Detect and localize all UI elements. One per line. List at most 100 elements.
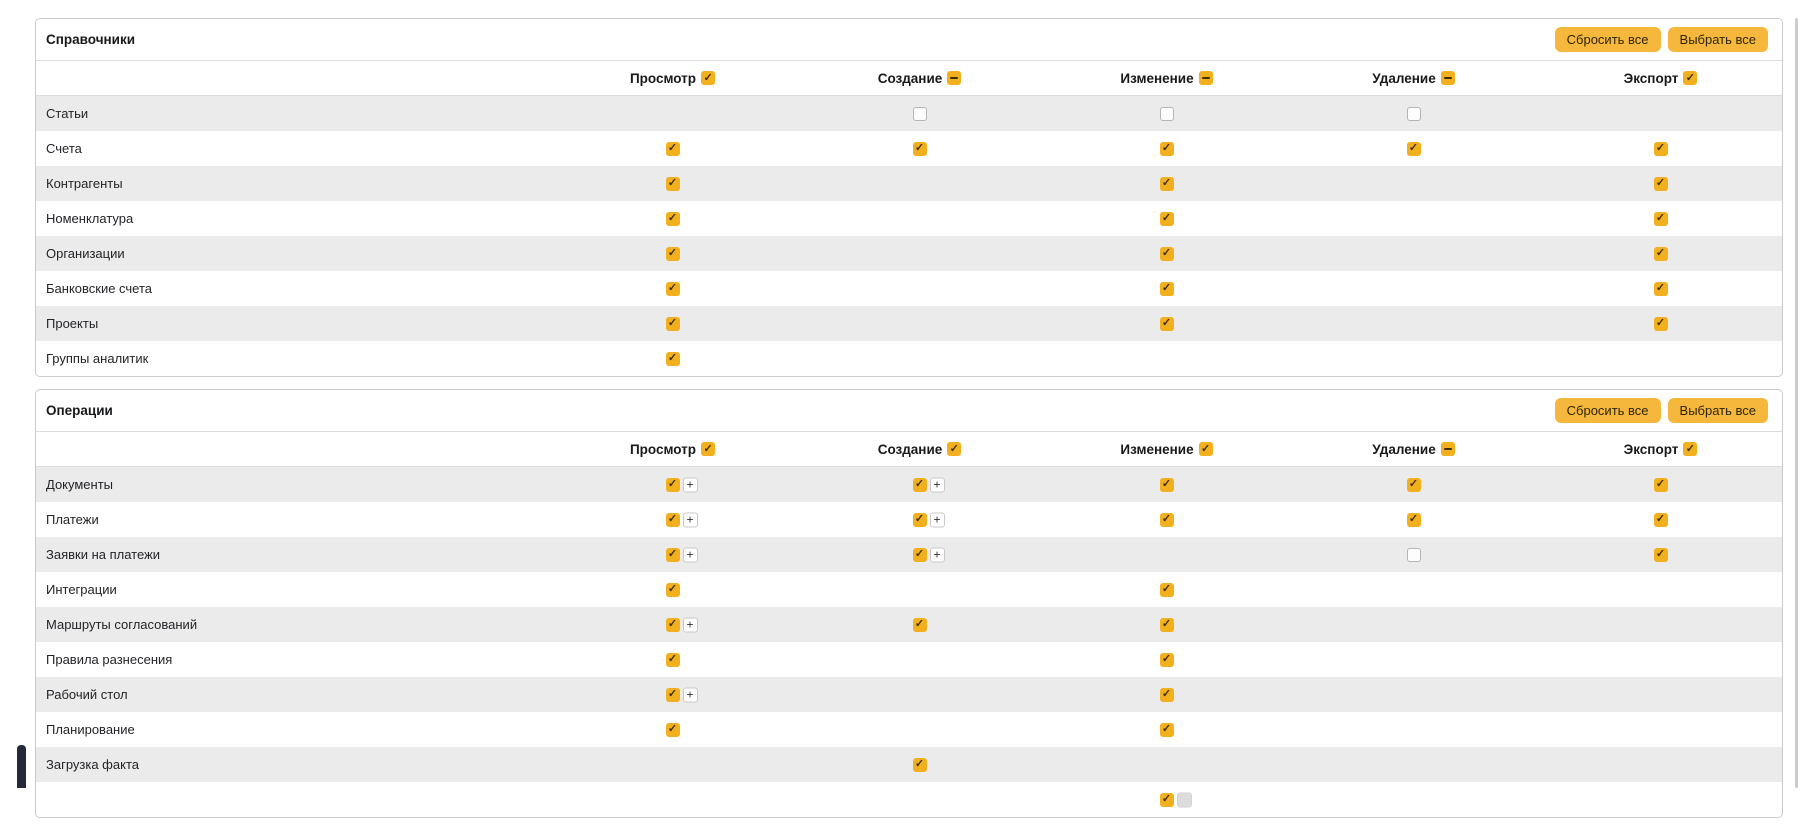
permission-checkbox-checked[interactable]: ✓ bbox=[912, 617, 927, 632]
columns-header-row: Просмотр ✓ Создание Изменение Удаление Экспор… bbox=[36, 61, 1782, 96]
row-label: Счета bbox=[46, 141, 82, 156]
permission-checkbox-checked[interactable]: ✓ bbox=[665, 351, 680, 366]
column-toggle-checkbox-checked[interactable]: ✓ bbox=[1683, 71, 1698, 85]
permission-cell: ✓ bbox=[1043, 572, 1290, 607]
select-all-button[interactable]: Выбрать все bbox=[1667, 398, 1768, 423]
column-toggle-checkbox-checked[interactable]: ✓ bbox=[701, 442, 716, 456]
permission-checkbox-checked[interactable]: ✓ bbox=[665, 477, 680, 492]
permission-checkbox-checked[interactable]: ✓ bbox=[1653, 316, 1668, 331]
permission-checkbox-checked[interactable]: ✓ bbox=[1653, 141, 1668, 156]
table-row: Проекты ✓ ✓ ✓ bbox=[36, 306, 1782, 341]
permission-checkbox-checked[interactable]: ✓ bbox=[1159, 281, 1174, 296]
permission-checkbox-checked[interactable]: ✓ bbox=[1653, 477, 1668, 492]
permission-cell: ✓ bbox=[796, 747, 1043, 782]
add-exception-button[interactable]: + bbox=[1176, 792, 1192, 807]
permission-cell: ✓ bbox=[1043, 166, 1290, 201]
add-exception-button[interactable]: + bbox=[682, 512, 698, 527]
permission-checkbox-checked[interactable]: ✓ bbox=[665, 316, 680, 331]
permission-checkbox-checked[interactable]: ✓ bbox=[1159, 141, 1174, 156]
reset-all-button[interactable]: Сбросить все bbox=[1554, 398, 1661, 423]
column-header-1: Просмотр ✓ bbox=[549, 442, 796, 457]
sections-container: Справочники Сбросить все Выбрать все Про… bbox=[35, 18, 1783, 818]
permission-cell: ✓ bbox=[549, 236, 796, 271]
permission-cell: ✓ bbox=[1043, 607, 1290, 642]
permission-cell: ✓ bbox=[549, 712, 796, 747]
permission-checkbox-checked[interactable]: ✓ bbox=[1406, 477, 1421, 492]
permission-checkbox-checked[interactable]: ✓ bbox=[1159, 176, 1174, 191]
vertical-scrollbar[interactable] bbox=[1795, 18, 1798, 788]
permission-cell: ✓ bbox=[1043, 642, 1290, 677]
column-toggle-checkbox-checked[interactable]: ✓ bbox=[1683, 442, 1698, 456]
permission-checkbox-checked[interactable]: ✓ bbox=[1159, 211, 1174, 226]
permission-checkbox-checked[interactable]: ✓ bbox=[1653, 547, 1668, 562]
permission-checkbox-checked[interactable]: ✓ bbox=[1159, 477, 1174, 492]
permission-checkbox-checked[interactable]: ✓ bbox=[912, 757, 927, 772]
floating-widget-edge[interactable] bbox=[17, 745, 26, 788]
permission-checkbox-checked[interactable]: ✓ bbox=[1159, 512, 1174, 527]
permission-checkbox-unchecked[interactable] bbox=[912, 106, 927, 121]
permission-checkbox-checked[interactable]: ✓ bbox=[665, 687, 680, 702]
permission-checkbox-checked[interactable]: ✓ bbox=[1159, 792, 1174, 807]
permission-checkbox-checked[interactable]: ✓ bbox=[912, 512, 927, 527]
permission-checkbox-checked[interactable]: ✓ bbox=[1653, 512, 1668, 527]
permission-checkbox-checked[interactable]: ✓ bbox=[1159, 246, 1174, 261]
permission-cell bbox=[1290, 341, 1537, 376]
permission-checkbox-checked[interactable]: ✓ bbox=[912, 547, 927, 562]
check-icon: ✓ bbox=[1685, 71, 1695, 84]
permission-checkbox-checked[interactable]: ✓ bbox=[1653, 281, 1668, 296]
permission-checkbox-checked[interactable]: ✓ bbox=[665, 652, 680, 667]
permission-checkbox-checked[interactable]: ✓ bbox=[1159, 582, 1174, 597]
permission-checkbox-checked[interactable]: ✓ bbox=[1406, 512, 1421, 527]
column-toggle-checkbox-checked[interactable]: ✓ bbox=[1198, 442, 1213, 456]
column-toggle-checkbox-indeterminate[interactable] bbox=[1440, 442, 1455, 456]
column-toggle-checkbox-checked[interactable]: ✓ bbox=[947, 442, 962, 456]
add-exception-button[interactable]: + bbox=[929, 547, 945, 562]
permission-checkbox-checked[interactable]: ✓ bbox=[665, 547, 680, 562]
column-header-1: Просмотр ✓ bbox=[549, 71, 796, 86]
reset-all-button[interactable]: Сбросить все bbox=[1554, 27, 1661, 52]
permission-checkbox-unchecked[interactable] bbox=[1159, 106, 1174, 121]
permission-checkbox-checked[interactable]: ✓ bbox=[665, 512, 680, 527]
add-exception-button[interactable]: + bbox=[682, 617, 698, 632]
add-exception-button[interactable]: + bbox=[929, 477, 945, 492]
permission-checkbox-checked[interactable]: ✓ bbox=[665, 211, 680, 226]
column-toggle-checkbox-indeterminate[interactable] bbox=[1198, 71, 1213, 85]
permission-checkbox-checked[interactable]: ✓ bbox=[1159, 617, 1174, 632]
column-toggle-checkbox-indeterminate[interactable] bbox=[1440, 71, 1455, 85]
permission-checkbox-unchecked[interactable] bbox=[1406, 547, 1421, 562]
permission-checkbox-checked[interactable]: ✓ bbox=[665, 141, 680, 156]
permission-checkbox-checked[interactable]: ✓ bbox=[665, 246, 680, 261]
table-row: Банковские счета ✓ ✓ ✓ bbox=[36, 271, 1782, 306]
permission-checkbox-checked[interactable]: ✓ bbox=[665, 582, 680, 597]
section-rows: Статьи Счета ✓ ✓ ✓ ✓ ✓ Контрагенты ✓ ✓ ✓ Номенклату… bbox=[36, 96, 1782, 376]
column-header-label: Просмотр bbox=[629, 441, 697, 457]
permission-checkbox-checked[interactable]: ✓ bbox=[1159, 652, 1174, 667]
add-exception-button[interactable]: + bbox=[929, 512, 945, 527]
permission-checkbox-checked[interactable]: ✓ bbox=[665, 722, 680, 737]
permission-checkbox-checked[interactable]: ✓ bbox=[665, 281, 680, 296]
add-exception-button[interactable]: + bbox=[682, 687, 698, 702]
permission-checkbox-checked[interactable]: ✓ bbox=[1159, 722, 1174, 737]
permission-checkbox-checked[interactable]: ✓ bbox=[1653, 176, 1668, 191]
permission-checkbox-checked[interactable]: ✓ bbox=[1159, 316, 1174, 331]
permission-cell: ✓ bbox=[1043, 271, 1290, 306]
permission-checkbox-checked[interactable]: ✓ bbox=[1653, 246, 1668, 261]
permission-checkbox-checked[interactable]: ✓ bbox=[1159, 687, 1174, 702]
check-icon: ✓ bbox=[1161, 583, 1172, 595]
permission-checkbox-checked[interactable]: ✓ bbox=[665, 176, 680, 191]
permission-checkbox-checked[interactable]: ✓ bbox=[1653, 211, 1668, 226]
check-icon: ✓ bbox=[1161, 177, 1172, 189]
add-exception-button[interactable]: + bbox=[682, 547, 698, 562]
permission-checkbox-checked[interactable]: ✓ bbox=[912, 141, 927, 156]
permission-checkbox-checked[interactable]: ✓ bbox=[1406, 141, 1421, 156]
permission-checkbox-unchecked[interactable] bbox=[1406, 106, 1421, 121]
permission-checkbox-checked[interactable]: ✓ bbox=[912, 477, 927, 492]
permission-cell bbox=[1290, 677, 1537, 712]
check-icon: ✓ bbox=[1655, 177, 1666, 189]
add-exception-button[interactable]: + bbox=[682, 477, 698, 492]
select-all-button[interactable]: Выбрать все bbox=[1667, 27, 1768, 52]
permission-cell: ✓ bbox=[796, 607, 1043, 642]
column-toggle-checkbox-checked[interactable]: ✓ bbox=[701, 71, 716, 85]
permission-checkbox-checked[interactable]: ✓ bbox=[665, 617, 680, 632]
column-toggle-checkbox-indeterminate[interactable] bbox=[947, 71, 962, 85]
